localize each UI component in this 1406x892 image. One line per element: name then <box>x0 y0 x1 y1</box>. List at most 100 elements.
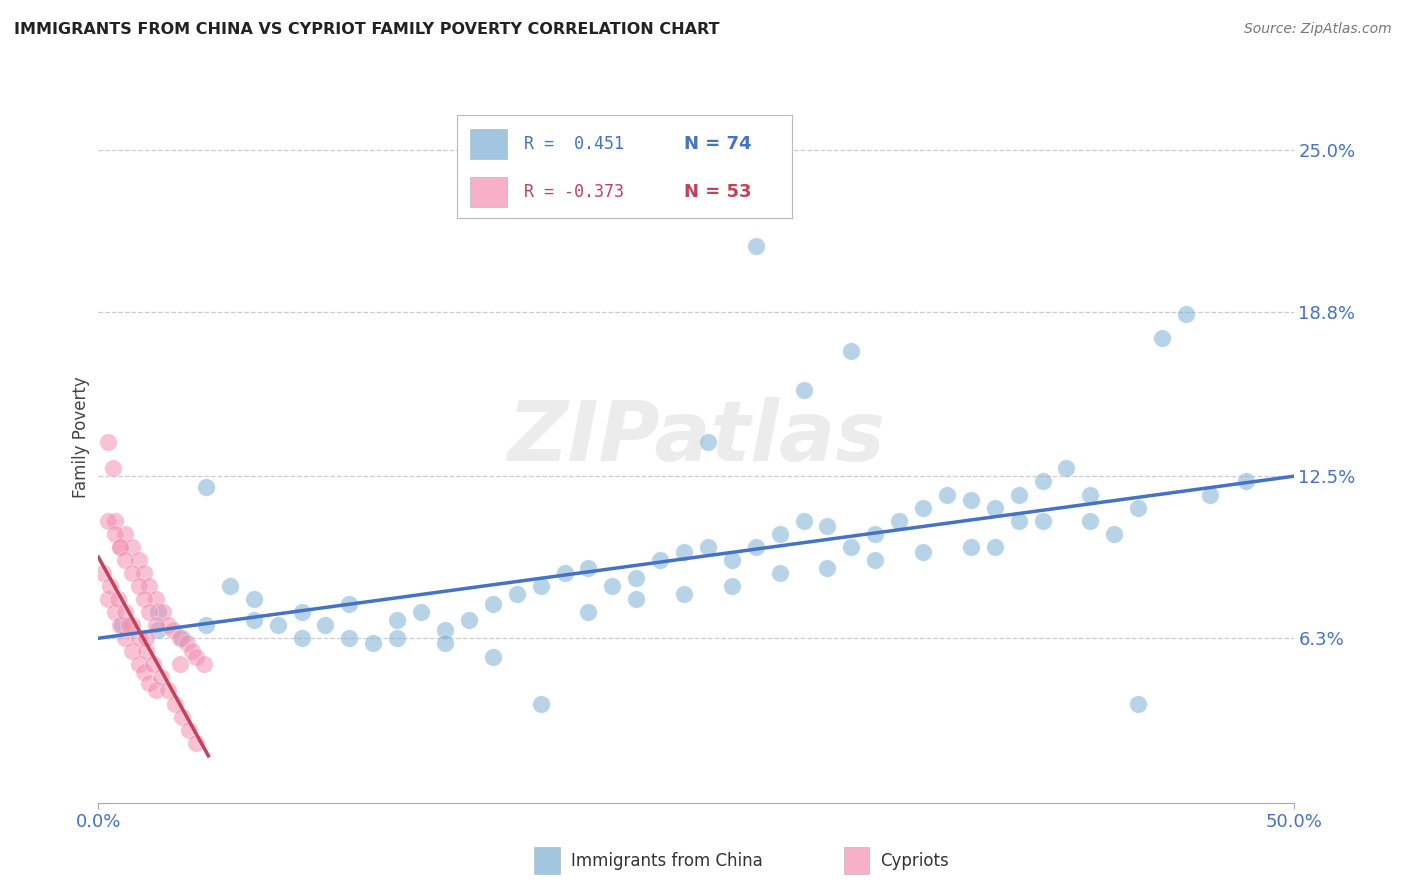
Point <box>156 618 179 632</box>
Text: Immigrants from China: Immigrants from China <box>571 852 762 870</box>
Point <box>267 618 290 632</box>
Point <box>745 540 768 554</box>
Point <box>104 605 127 619</box>
Text: R =  0.451: R = 0.451 <box>524 135 624 153</box>
Point <box>1234 475 1257 489</box>
Point <box>1080 514 1102 528</box>
Point <box>172 632 194 646</box>
Point <box>97 592 120 607</box>
Point <box>145 683 167 698</box>
Point <box>815 519 838 533</box>
Point <box>104 514 127 528</box>
Point <box>481 649 505 664</box>
Point <box>865 553 887 567</box>
Point <box>291 605 314 619</box>
Point <box>104 526 127 541</box>
Point <box>385 613 409 627</box>
Point <box>156 683 179 698</box>
Point <box>936 487 959 501</box>
Point <box>111 618 134 632</box>
Point <box>121 644 143 658</box>
Point <box>121 618 143 632</box>
Point <box>243 613 266 627</box>
Point <box>385 632 409 646</box>
Text: Source: ZipAtlas.com: Source: ZipAtlas.com <box>1244 22 1392 37</box>
Point <box>793 514 815 528</box>
Point <box>186 736 208 750</box>
Point <box>626 592 648 607</box>
Point <box>1056 461 1078 475</box>
Point <box>984 500 1007 515</box>
Point <box>673 587 696 601</box>
Point <box>960 540 983 554</box>
Point <box>339 632 361 646</box>
Text: N = 74: N = 74 <box>685 135 752 153</box>
Point <box>219 579 242 593</box>
Point <box>291 632 314 646</box>
Point <box>984 540 1007 554</box>
Point <box>506 587 529 601</box>
FancyBboxPatch shape <box>471 128 508 160</box>
Point <box>121 540 143 554</box>
Point <box>97 435 120 450</box>
Point <box>98 579 122 593</box>
Text: N = 53: N = 53 <box>685 183 752 201</box>
Point <box>815 560 838 574</box>
Point <box>363 636 385 650</box>
Point <box>163 697 186 711</box>
Point <box>193 657 215 672</box>
Point <box>132 592 155 607</box>
Point <box>768 566 790 580</box>
Point <box>135 632 157 646</box>
Point <box>481 597 505 611</box>
Point <box>172 709 194 723</box>
Point <box>648 553 672 567</box>
Point <box>148 624 170 638</box>
Point <box>1032 514 1054 528</box>
Point <box>138 675 160 690</box>
Point <box>339 597 361 611</box>
Point <box>768 526 790 541</box>
Point <box>128 632 150 646</box>
Point <box>721 553 744 567</box>
Point <box>97 514 120 528</box>
Text: R = -0.373: R = -0.373 <box>524 183 624 201</box>
Point <box>1080 487 1102 501</box>
Point <box>841 343 863 358</box>
Point <box>1128 697 1150 711</box>
Point <box>578 605 600 619</box>
Point <box>626 571 648 585</box>
Point <box>128 553 150 567</box>
Point <box>1128 500 1150 515</box>
Point <box>1104 526 1126 541</box>
Point <box>179 723 201 737</box>
Point <box>114 553 136 567</box>
Point <box>243 592 266 607</box>
Point <box>721 579 744 593</box>
Point <box>458 613 481 627</box>
Text: IMMIGRANTS FROM CHINA VS CYPRIOT FAMILY POVERTY CORRELATION CHART: IMMIGRANTS FROM CHINA VS CYPRIOT FAMILY … <box>14 22 720 37</box>
Point <box>118 618 141 632</box>
Point <box>554 566 576 580</box>
Point <box>1008 487 1031 501</box>
Point <box>152 605 174 619</box>
Point <box>176 636 198 650</box>
Point <box>434 624 457 638</box>
Point <box>107 592 129 607</box>
Point <box>1152 331 1174 345</box>
Point <box>865 526 887 541</box>
Point <box>841 540 863 554</box>
Point <box>530 697 553 711</box>
Point <box>578 560 600 574</box>
Point <box>114 526 136 541</box>
Point <box>1032 475 1054 489</box>
Point <box>169 657 191 672</box>
Point <box>169 632 191 646</box>
Point <box>128 579 150 593</box>
Point <box>602 579 624 593</box>
Point <box>195 618 218 632</box>
Point <box>149 670 172 684</box>
Y-axis label: Family Poverty: Family Poverty <box>72 376 90 498</box>
Point <box>1008 514 1031 528</box>
Point <box>148 605 170 619</box>
